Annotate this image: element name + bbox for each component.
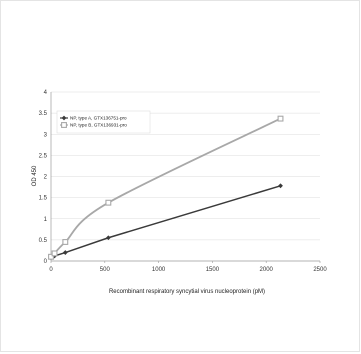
series-line [50, 185, 281, 259]
x-tick-label: 500 [100, 267, 111, 273]
data-point [105, 199, 112, 206]
y-tick-label: 3.5 [39, 111, 48, 117]
data-point [48, 253, 54, 260]
x-tick-label: 2000 [260, 267, 274, 273]
y-tick-label: 1.5 [39, 196, 48, 202]
y-tick-labels: 0 0.5 1 1.5 2 2.5 3 3.5 4 [39, 90, 48, 265]
y-tick-label: 0.5 [39, 238, 48, 244]
x-tick-label: 1000 [152, 267, 166, 273]
series-line [50, 117, 281, 258]
y-tick-label: 2 [44, 175, 48, 181]
legend-marker [61, 122, 67, 128]
data-point [62, 250, 68, 255]
legend-marker [61, 115, 67, 121]
legend-box [56, 110, 151, 134]
y-tick-label: 1 [44, 217, 48, 223]
x-tick-label: 2500 [313, 267, 327, 273]
data-point [105, 235, 111, 241]
y-axis-title: OD 450 [32, 165, 38, 186]
data-point [62, 239, 69, 245]
y-tick-label: 4 [44, 90, 48, 96]
x-axis-title: Recombinant respiratory syncytial virus … [109, 289, 265, 295]
y-tick-label: 0 [44, 259, 48, 265]
y-tick-label: 3 [44, 132, 48, 138]
data-point [278, 183, 283, 189]
x-tick-label: 0 [49, 267, 53, 273]
data-point [51, 250, 58, 257]
axes [50, 92, 321, 263]
x-tick-label: 1500 [206, 267, 220, 273]
series-1 [48, 183, 283, 261]
data-point [277, 115, 284, 122]
x-tick-labels: 0 500 1000 1500 2000 2500 [49, 267, 327, 273]
legend-label: NP, type B, GTX136931-pro [70, 123, 127, 128]
series-2 [48, 115, 284, 260]
series-layer [48, 115, 284, 261]
legend: NP, type A, GTX136751-pro NP, type B, GTX… [56, 110, 151, 134]
legend-label: NP, type A, GTX136751-pro [70, 116, 127, 121]
y-tick-label: 2.5 [39, 153, 48, 159]
